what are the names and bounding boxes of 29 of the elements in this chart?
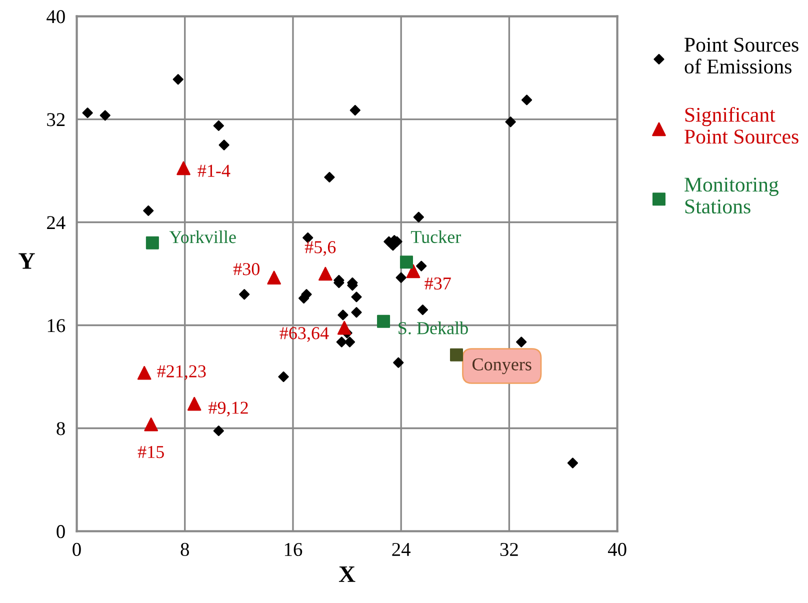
y-tick-label: 16 bbox=[48, 319, 66, 332]
legend-label: Point Sources of Emissions bbox=[684, 38, 798, 74]
annotation: #1-4 bbox=[198, 164, 230, 177]
y-tick-label: 8 bbox=[56, 422, 65, 436]
y-tick-label: 24 bbox=[47, 216, 66, 230]
x-tick-label: 0 bbox=[72, 542, 81, 556]
annotation: #37 bbox=[424, 277, 451, 290]
annotation: Tucker bbox=[410, 230, 461, 244]
legend-label: Monitoring Stations bbox=[684, 178, 778, 214]
x-tick-label: 24 bbox=[392, 542, 411, 556]
annotation: Yorkville bbox=[169, 230, 236, 244]
annotation: #21,23 bbox=[157, 365, 206, 380]
x-tick-label: 16 bbox=[284, 542, 302, 556]
x-axis-title: X bbox=[338, 566, 356, 582]
x-tick-label: 40 bbox=[608, 542, 626, 556]
annotation: #9,12 bbox=[208, 402, 248, 416]
y-tick-label: 40 bbox=[46, 10, 65, 24]
x-tick-label: 8 bbox=[180, 542, 189, 556]
annotation: #30 bbox=[233, 263, 260, 276]
annotation: #63,64 bbox=[280, 327, 329, 342]
annotation: #5,6 bbox=[304, 241, 336, 256]
y-axis-title: Y bbox=[18, 253, 35, 269]
annotation: #15 bbox=[138, 446, 164, 458]
x-tick-label: 32 bbox=[500, 542, 518, 556]
y-tick-label: 32 bbox=[47, 113, 65, 126]
annotation: Conyers bbox=[472, 358, 532, 374]
annotation: S. Dekalb bbox=[398, 322, 468, 334]
legend-label: Significant Point Sources bbox=[684, 106, 798, 144]
y-tick-label: 0 bbox=[56, 525, 65, 538]
